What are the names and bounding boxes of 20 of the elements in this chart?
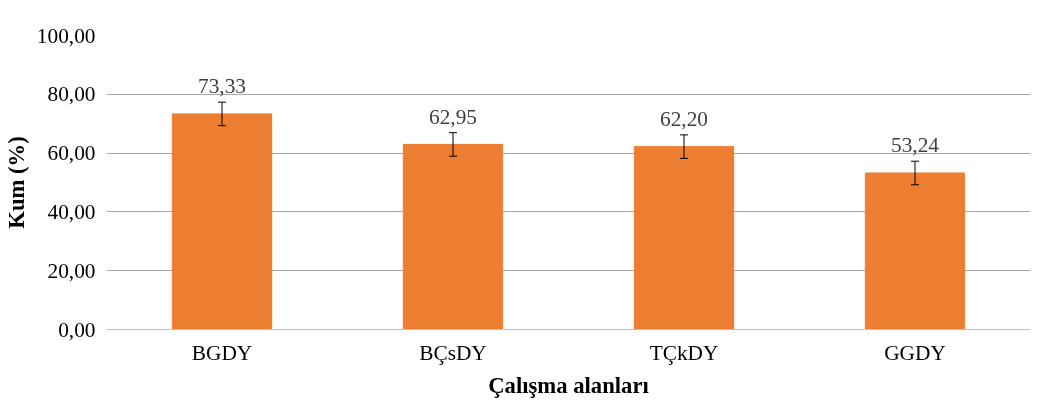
y-tick-label: 20,00 <box>47 258 96 283</box>
y-tick-label: 0,00 <box>58 317 96 342</box>
bar <box>864 172 966 330</box>
y-tick-label: 40,00 <box>47 199 96 224</box>
bar <box>402 143 504 330</box>
bar <box>633 146 735 330</box>
data-label: 62,20 <box>660 107 709 132</box>
bar <box>171 113 273 330</box>
x-axis-title: Çalışma alanları <box>488 372 649 398</box>
x-tick-label: BÇsDY <box>419 340 487 365</box>
data-label: 73,33 <box>198 74 247 99</box>
y-tick-label: 80,00 <box>47 82 96 107</box>
y-tick-label: 100,00 <box>36 23 96 48</box>
y-tick-label: 60,00 <box>47 141 96 166</box>
data-label: 53,24 <box>891 133 940 158</box>
y-axis-title: Kum (%) <box>3 136 29 229</box>
data-label: 62,95 <box>429 104 478 129</box>
x-tick-label: TÇkDY <box>649 340 719 365</box>
x-tick-label: GGDY <box>884 340 946 365</box>
x-tick-label: BGDY <box>191 340 253 365</box>
